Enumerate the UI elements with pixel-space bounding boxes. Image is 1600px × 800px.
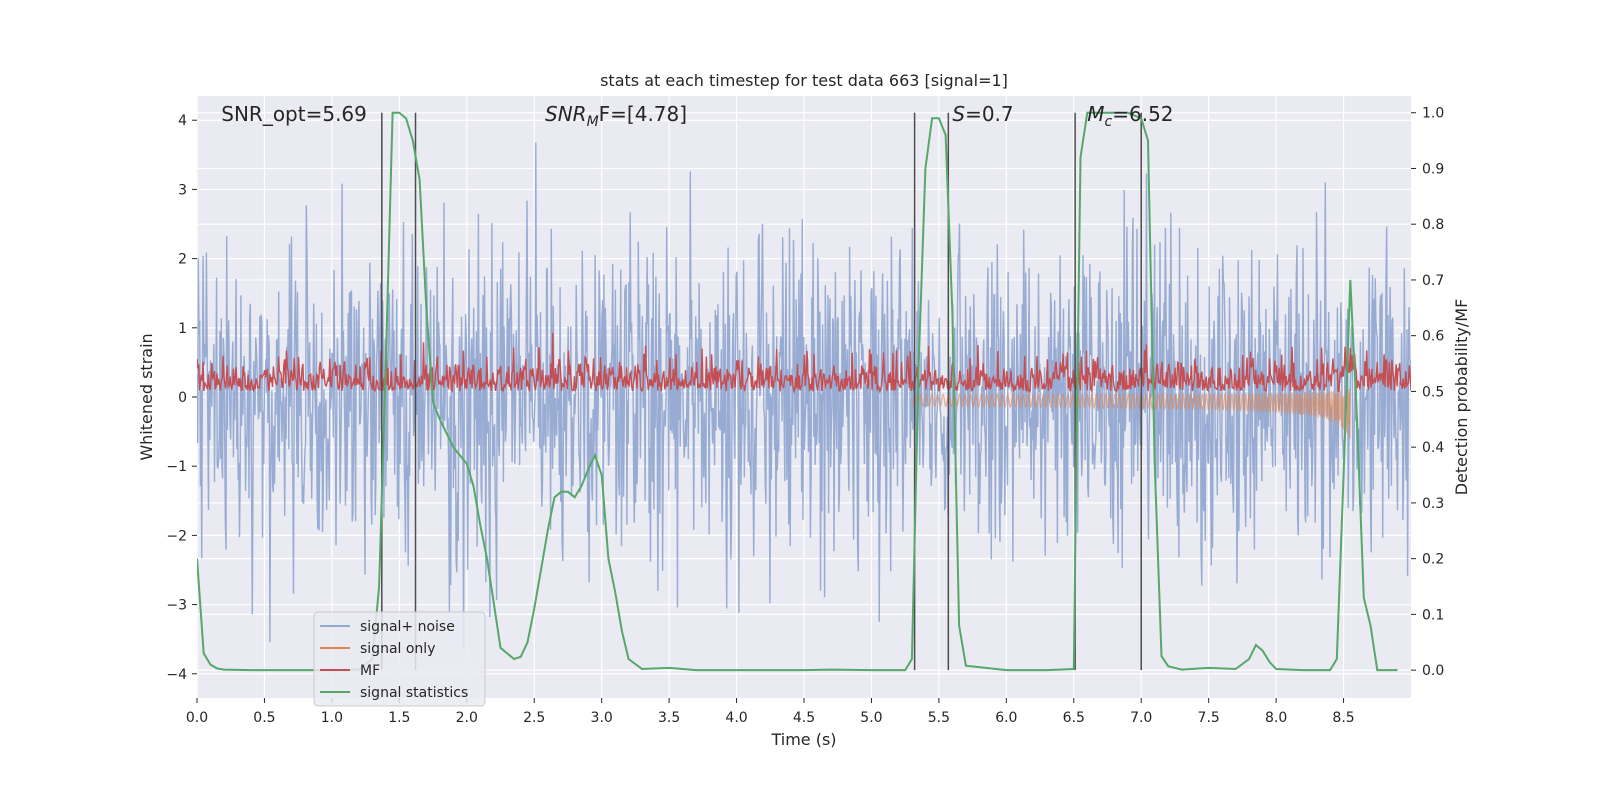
annotation-1: SNR_opt=5.69 xyxy=(221,102,367,126)
annotation-value: =0.7 xyxy=(965,102,1014,126)
y-right-tick-label: 0.3 xyxy=(1422,496,1444,512)
y-left-tick-label: −3 xyxy=(166,598,187,614)
x-tick-label: 7.0 xyxy=(1130,710,1152,726)
x-axis-title: Time (s) xyxy=(770,730,836,749)
y-left-tick-label: −2 xyxy=(166,528,187,544)
annotations: SNR_opt=5.69 SNRMF=[4.78] S=0.7 Mc=6.52 xyxy=(221,102,1173,130)
x-tick-label: 2.0 xyxy=(456,710,478,726)
y-left-tick-label: 2 xyxy=(178,252,187,268)
y-right-tick-label: 0.1 xyxy=(1422,607,1444,623)
y-left-tick-label: 1 xyxy=(178,321,187,337)
mf-line xyxy=(197,332,1411,394)
y-right-tick-label: 0.9 xyxy=(1422,161,1444,177)
y-left-tick-label: 4 xyxy=(178,113,187,129)
x-tick-label: 0.5 xyxy=(253,710,275,726)
signal-noise-line xyxy=(197,142,1411,650)
data-layer xyxy=(197,111,1411,672)
y-left-tick-label: −4 xyxy=(166,667,187,683)
signal-statistics-line xyxy=(197,111,1398,672)
annotation-value: =6.52 xyxy=(1112,102,1173,126)
y-right-tick-label: 0.2 xyxy=(1422,552,1444,568)
annotation-4: Mc=6.52 xyxy=(1087,102,1173,130)
x-tick-label: 0.0 xyxy=(186,710,208,726)
annotation-value: F=[4.78] xyxy=(599,102,687,126)
y-right-tick-label: 0.0 xyxy=(1422,663,1444,679)
y-right-tick-label: 0.7 xyxy=(1422,273,1444,289)
annotation-subscript: M xyxy=(587,114,599,130)
annotation-symbol: SNR_opt xyxy=(221,102,305,126)
x-tick-label: 5.0 xyxy=(860,710,882,726)
axes: 0.0 0.5 1.0 1.5 2.0 2.5 3.0 3.5 4.0 4.5 5.0 5.5 6.0 6… xyxy=(137,71,1471,749)
x-tick-label: 5.5 xyxy=(928,710,950,726)
y-right-tick-label: 0.5 xyxy=(1422,384,1444,400)
x-tick-label: 8.0 xyxy=(1265,710,1287,726)
annotation-symbol: M xyxy=(1087,102,1104,126)
legend-label-1: signal+ noise xyxy=(360,619,455,635)
x-tick-label: 4.0 xyxy=(725,710,747,726)
x-tick-label: 4.5 xyxy=(793,710,815,726)
y-left-axis-title: Whitened strain xyxy=(137,333,156,460)
x-tick-label: 6.0 xyxy=(995,710,1017,726)
x-tick-label: 2.5 xyxy=(523,710,545,726)
y-right-tick-label: 0.4 xyxy=(1422,440,1444,456)
y-right-tick-label: 0.8 xyxy=(1422,217,1444,233)
x-tick-label: 7.5 xyxy=(1198,710,1220,726)
annotation-subscript: c xyxy=(1105,114,1113,130)
y-left-tick-label: 3 xyxy=(178,182,187,198)
legend: signal+ noise signal only MF signal statist… xyxy=(313,611,486,707)
x-tick-label: 3.0 xyxy=(591,710,613,726)
legend-label-3: MF xyxy=(360,663,380,679)
annotation-2: SNRMF=[4.78] xyxy=(545,102,687,130)
x-tick-label: 8.5 xyxy=(1332,710,1354,726)
x-tick-label: 1.0 xyxy=(321,710,343,726)
annotation-symbol: SNR xyxy=(545,102,587,126)
signal-only-line xyxy=(911,388,1351,440)
annotation-value: =5.69 xyxy=(306,102,367,126)
y-right-tick-label: 1.0 xyxy=(1422,106,1444,122)
annotation-symbol: S xyxy=(952,102,965,126)
legend-label-2: signal only xyxy=(360,641,435,657)
y-left-tick-label: −1 xyxy=(166,459,187,475)
chart-title: stats at each timestep for test data 663… xyxy=(600,71,1008,90)
y-left-tick-label: 0 xyxy=(178,390,187,406)
y-right-axis-title: Detection probability/MF xyxy=(1452,299,1471,496)
x-tick-label: 3.5 xyxy=(658,710,680,726)
annotation-3: S=0.7 xyxy=(952,102,1013,126)
legend-label-4: signal statistics xyxy=(360,685,468,701)
x-tick-label: 1.5 xyxy=(388,710,410,726)
x-tick-label: 6.5 xyxy=(1063,710,1085,726)
legend-box xyxy=(313,611,486,707)
y-right-tick-label: 0.6 xyxy=(1422,329,1444,345)
